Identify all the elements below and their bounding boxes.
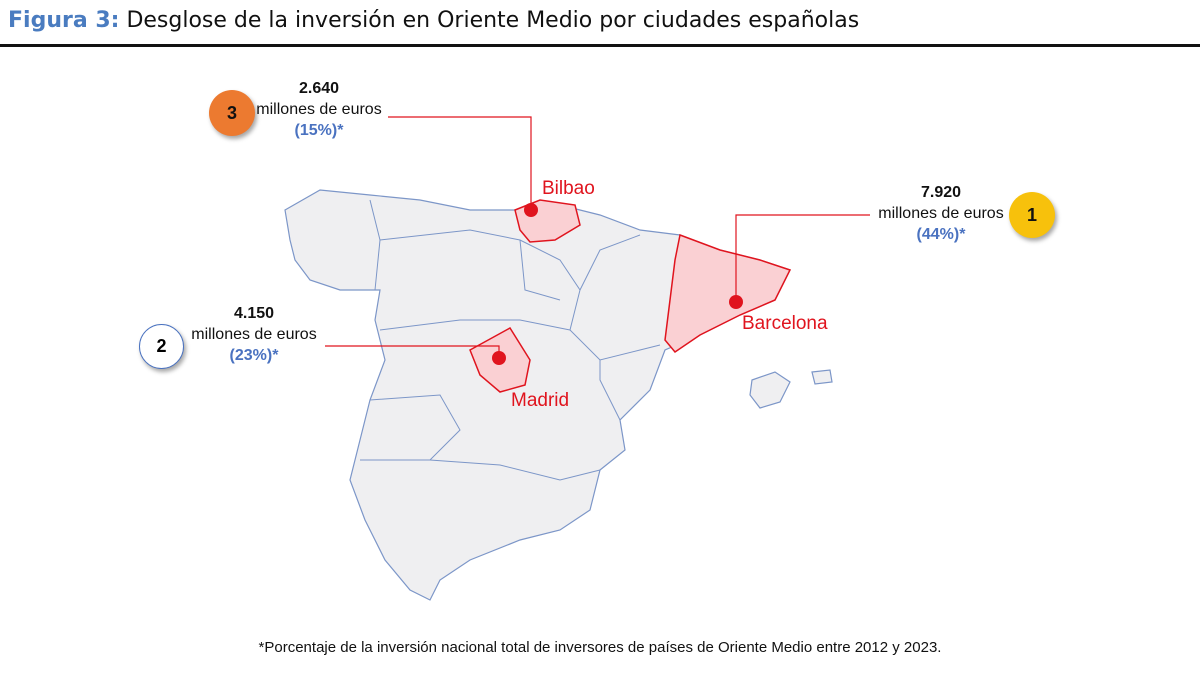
share: (23%)* xyxy=(229,347,279,364)
amount: 7.920 xyxy=(920,184,962,201)
title-text: Desglose de la inversión en Oriente Medi… xyxy=(126,8,860,33)
callout: 7.920 millones de euros (44%)* xyxy=(876,182,1006,245)
callout: 4.150 millones de euros (23%)* xyxy=(189,303,319,366)
city-dot xyxy=(492,351,506,365)
city-label: Madrid xyxy=(511,390,570,411)
city-dot xyxy=(729,295,743,309)
callout: 2.640 millones de euros (15%)* xyxy=(254,78,384,141)
unit: millones de euros xyxy=(191,326,317,343)
footnote: *Porcentaje de la inversión nacional tot… xyxy=(258,639,942,656)
unit: millones de euros xyxy=(256,101,382,118)
city-label: Barcelona xyxy=(742,313,828,334)
unit: millones de euros xyxy=(878,205,1004,222)
catalonia-highlight xyxy=(664,233,792,354)
balearic-islands xyxy=(749,369,833,409)
city-label: Bilbao xyxy=(542,178,595,199)
rank-badge: 1 xyxy=(1009,192,1055,238)
figure-label: Figura 3: xyxy=(8,8,120,33)
rank-badge: 2 xyxy=(139,324,184,369)
region-borders xyxy=(360,199,661,481)
amount: 4.150 xyxy=(233,305,275,322)
share: (15%)* xyxy=(294,122,344,139)
city-dot xyxy=(524,203,538,217)
share: (44%)* xyxy=(916,226,966,243)
amount: 2.640 xyxy=(298,80,340,97)
figure-title: Figura 3: Desglose de la inversión en Or… xyxy=(8,8,859,33)
rank-badge: 3 xyxy=(209,90,255,136)
title-rule xyxy=(0,44,1200,47)
